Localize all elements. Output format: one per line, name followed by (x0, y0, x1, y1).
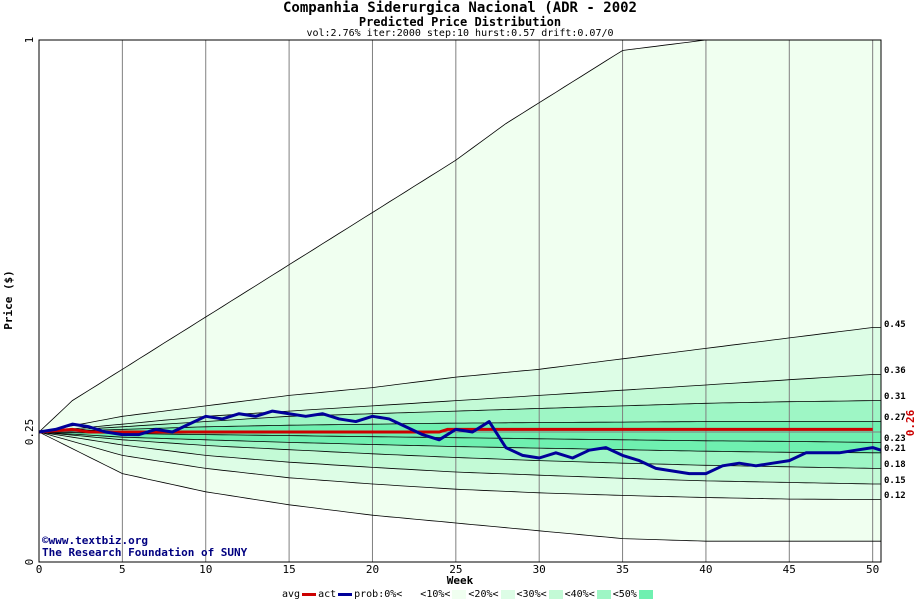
right-value-label: 0.15 (884, 476, 906, 486)
band-line-p30 (38, 431, 881, 454)
legend-label: <20%< (468, 588, 499, 600)
chart-title: Companhia Siderurgica Nacional (ADR - 20… (282, 0, 637, 16)
legend-swatch (500, 589, 515, 599)
y-tick-label: 1 (23, 37, 36, 44)
x-tick-label: 25 (449, 563, 462, 576)
right-value-label: 0.23 (884, 434, 906, 444)
chart-legend: avg act prob:0%< <10%< <20%< <30%< <40%< <50% (282, 588, 655, 600)
x-axis-label: Week (447, 574, 474, 587)
legend-swatch (548, 589, 563, 599)
x-tick-label: 35 (616, 563, 629, 576)
avg-line (38, 427, 873, 434)
legend-label: avg (282, 588, 301, 600)
right-value-label: 0.18 (884, 460, 906, 470)
right-value-label: 0.31 (884, 392, 906, 402)
chart-subtitle: Predicted Price Distribution (358, 15, 562, 29)
legend-label: <50% (612, 588, 637, 600)
legend-label: <30%< (516, 588, 547, 600)
plot-frame (38, 39, 882, 563)
band-line-lower_outer (38, 431, 881, 500)
band-line-p40 (38, 431, 881, 443)
band-line-p70 (38, 400, 881, 433)
x-tick-label: 30 (533, 563, 546, 576)
legend-label: <10%< (420, 588, 451, 600)
current-price-label: 0.26 (904, 409, 917, 436)
x-tick-label: 15 (282, 563, 295, 576)
x-tick-label: 5 (119, 563, 126, 576)
x-tick-label: 0 (36, 563, 43, 576)
x-tick-label: 50 (866, 563, 879, 576)
y-tick-label: 0.25 (23, 419, 36, 446)
legend-swatch (596, 589, 611, 599)
band-line-p90 (38, 327, 881, 433)
legend-swatch (302, 592, 317, 596)
x-tick-label: 40 (699, 563, 712, 576)
legend-swatch (338, 592, 353, 596)
x-tick-label: 45 (783, 563, 796, 576)
legend-swatch (452, 589, 467, 599)
right-value-label: 0.12 (884, 491, 906, 501)
right-value-label: 0.27 (884, 413, 906, 423)
credit-block: ©www.textbiz.org The Research Foundation… (42, 535, 247, 559)
credit-org: The Research Foundation of SUNY (42, 546, 248, 559)
legend-swatch (404, 589, 419, 599)
legend-label: act (318, 588, 337, 600)
band-line-p80 (38, 374, 881, 433)
band-line-p20 (38, 431, 881, 469)
legend-swatch (638, 589, 653, 599)
x-tick-label: 10 (199, 563, 212, 576)
y-axis-label: Price ($) (2, 270, 15, 330)
band-line-lower_far (38, 431, 881, 542)
right-value-label: 0.36 (884, 366, 906, 376)
actual-price-line (38, 409, 882, 476)
x-tick-label: 20 (366, 563, 379, 576)
band-line-p10 (38, 431, 881, 485)
legend-label: prob:0%< (354, 588, 403, 600)
right-value-label: 0.45 (884, 320, 906, 330)
y-tick-label: 0 (23, 559, 36, 566)
chart-params: vol:2.76% iter:2000 step:10 hurst:0.57 d… (306, 28, 614, 39)
credit-url[interactable]: ©www.textbiz.org (42, 534, 148, 547)
legend-label: <40%< (564, 588, 595, 600)
right-value-label: 0.21 (884, 444, 906, 454)
